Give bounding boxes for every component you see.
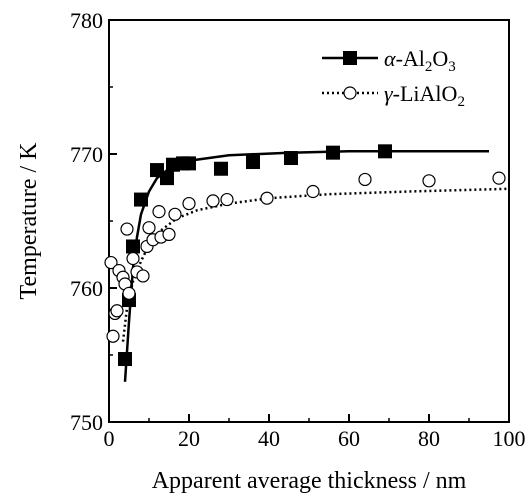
data-point-gamma [492,171,506,185]
legend-marker-gamma [343,86,357,100]
data-point-gamma [422,174,436,188]
data-point-gamma [206,194,220,208]
data-point-gamma [142,221,156,235]
legend-gamma-symbol: γ [384,81,394,106]
y-tick-label: 770 [70,142,103,167]
data-point-gamma [358,172,372,187]
x-tick-label: 0 [104,426,115,451]
data-point-alpha [378,144,392,159]
data-points [104,144,506,367]
legend-alpha-mid: O [432,46,448,71]
legend-alpha-sub1: 2 [425,59,433,75]
legend-alpha-symbol: α [384,46,396,71]
data-point-alpha [118,352,132,367]
data-point-gamma [162,227,176,241]
data-point-gamma [126,251,140,266]
x-tick-label: 100 [493,426,526,451]
data-point-gamma [136,269,150,283]
data-point-gamma [122,286,136,300]
data-point-gamma [306,184,320,199]
y-axis-label: Temperature / K [16,142,42,300]
x-tick-label: 80 [418,426,440,451]
data-point-alpha [160,171,174,186]
x-axis-label: Apparent average thickness / nm [152,468,467,494]
data-point-gamma [220,192,234,207]
x-tick-label: 60 [338,426,360,451]
x-tick-label: 20 [178,426,200,451]
data-point-alpha [246,155,260,170]
fit-line-alpha [123,150,489,382]
data-point-gamma [168,207,182,221]
y-tick-label: 780 [70,8,103,33]
data-point-alpha [126,239,140,254]
data-point-alpha [284,151,298,166]
legend-gamma-main: -LiAlO [393,81,458,106]
data-point-gamma [152,205,166,219]
fit-line-gamma [121,187,510,342]
y-tick-label: 750 [70,410,103,435]
legend-label-alpha: α-Al2O3 [384,46,456,75]
data-point-alpha [182,156,196,171]
data-point-alpha [326,145,340,160]
data-point-gamma [182,196,196,211]
legend-marker-alpha [343,51,357,65]
data-point-gamma [260,191,274,205]
data-point-gamma [104,255,118,270]
x-tick-label: 40 [258,426,280,451]
axis-ticks: 0 20 40 60 80 100 750 760 770 780 [70,8,526,451]
data-point-alpha [214,161,228,176]
data-point-gamma [110,304,124,318]
legend: α-Al2O3 γ-LiAlO2 [322,46,465,110]
y-tick-label: 760 [70,276,103,301]
legend-alpha-sub2: 3 [448,59,456,75]
data-point-alpha [134,192,148,207]
legend-label-gamma: γ-LiAlO2 [384,81,465,110]
legend-alpha-main: -Al [396,46,425,71]
data-point-gamma [120,222,134,236]
legend-gamma-sub1: 2 [457,94,465,110]
data-point-gamma [106,329,120,343]
